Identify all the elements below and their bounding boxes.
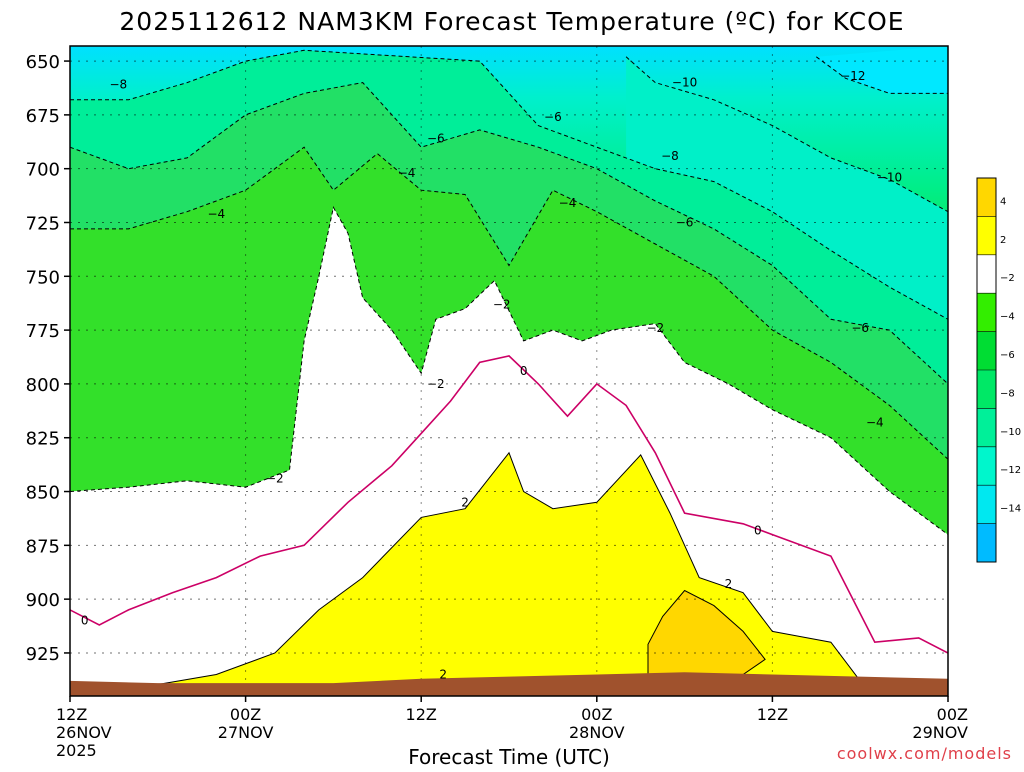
contour-label: 2 bbox=[725, 577, 733, 591]
y-tick-label: 725 bbox=[26, 213, 60, 234]
contour-label: −4 bbox=[559, 196, 577, 210]
band-minus-2 bbox=[70, 207, 948, 696]
contour-label: −2 bbox=[646, 321, 664, 335]
colorbar-label: −8 bbox=[1000, 388, 1015, 399]
contour-label: −8 bbox=[109, 78, 127, 92]
plot-frame bbox=[69, 45, 949, 697]
contour-label: 2 bbox=[461, 495, 469, 509]
temperature-fill-layer bbox=[70, 46, 948, 696]
chart-title: 2025112612 NAM3KM Forecast Temperature (… bbox=[119, 7, 904, 36]
contour-label: −4 bbox=[398, 166, 416, 180]
contour-line bbox=[70, 146, 948, 460]
contour-label: −6 bbox=[544, 110, 562, 124]
contour-line bbox=[70, 82, 948, 385]
contour-label: −10 bbox=[672, 76, 697, 90]
contour-line bbox=[70, 49, 948, 320]
contour-label: −2 bbox=[427, 377, 445, 391]
colorbar-swatch bbox=[977, 485, 996, 524]
contour-label: −2 bbox=[493, 297, 511, 311]
colorbar-label: 2 bbox=[1000, 235, 1006, 246]
colorbar-label: −6 bbox=[1000, 350, 1015, 361]
contour-label: −2 bbox=[266, 472, 284, 486]
x-tick-label: 28NOV bbox=[569, 723, 625, 742]
x-tick-label: 26NOV bbox=[56, 723, 112, 742]
colorbar-swatch bbox=[977, 370, 996, 409]
contour-line bbox=[70, 355, 948, 654]
y-tick-label: 750 bbox=[26, 267, 60, 288]
ground-layer bbox=[70, 672, 948, 696]
y-tick-label: 850 bbox=[26, 483, 60, 504]
contour-label: −6 bbox=[676, 215, 694, 229]
contour-label: 0 bbox=[520, 364, 528, 378]
contour-label: −6 bbox=[851, 321, 869, 335]
y-tick-label: 800 bbox=[26, 375, 60, 396]
x-tick-label: 12Z bbox=[757, 705, 788, 724]
x-axis-label: Forecast Time (UTC) bbox=[408, 745, 610, 768]
x-tick-label: 00Z bbox=[230, 705, 261, 724]
contour-label-layer: −8 −4 −6 −4 −6 −10 −12 −8 −10 −4 −6 −2 −2 −6 −4 −2 −2 0 0 0… bbox=[81, 69, 902, 681]
contour-label: 0 bbox=[81, 614, 89, 628]
plot-area: −8 −4 −6 −4 −6 −10 −12 −8 −10 −4 −6 −2 −2 −6 −4 −2 −2 0 0 0… bbox=[70, 46, 948, 696]
y-tick-label: 650 bbox=[26, 52, 60, 73]
contour-label: −8 bbox=[661, 149, 679, 163]
y-axis: 650 675 700 725 750 775 800 825 850 875 900 925 bbox=[26, 52, 70, 665]
y-tick-label: 875 bbox=[26, 536, 60, 557]
contour-line bbox=[70, 206, 948, 536]
x-tick-label: 12Z bbox=[406, 705, 437, 724]
colorbar-label: −4 bbox=[1000, 312, 1015, 323]
y-tick-label: 925 bbox=[26, 644, 60, 665]
contour-label: −4 bbox=[207, 207, 225, 221]
colorbar-swatch bbox=[977, 408, 996, 447]
x-tick-label: 27NOV bbox=[218, 723, 274, 742]
contour-layer bbox=[70, 49, 948, 690]
y-tick-label: 775 bbox=[26, 321, 60, 342]
colorbar-swatch bbox=[977, 446, 996, 486]
x-tick-label: 12Z bbox=[56, 705, 87, 724]
contour-line bbox=[128, 451, 861, 690]
colorbar-label: −2 bbox=[1000, 273, 1015, 284]
x-tick-label: 2025 bbox=[56, 741, 97, 760]
colorbar-label: 4 bbox=[1000, 196, 1006, 207]
contour-label: 0 bbox=[754, 523, 762, 537]
y-tick-label: 900 bbox=[26, 590, 60, 611]
contour-label: −12 bbox=[840, 69, 865, 83]
credit-text: coolwx.com/models bbox=[837, 744, 1012, 763]
x-tick-label: 00Z bbox=[937, 705, 968, 724]
contour-label: −4 bbox=[866, 416, 884, 430]
colorbar-swatch bbox=[977, 523, 996, 562]
colorbar-swatch bbox=[977, 178, 996, 217]
colorbar-swatch bbox=[977, 331, 996, 370]
colorbar-label: −12 bbox=[1000, 465, 1021, 476]
colorbar-swatch bbox=[977, 293, 996, 332]
colorbar-label: −14 bbox=[1000, 504, 1021, 515]
y-tick-label: 825 bbox=[26, 429, 60, 450]
colorbar: 4 2 −2 −4 −6 −8 −10 −12 −14 bbox=[976, 177, 1021, 563]
contour-line bbox=[625, 56, 948, 213]
y-tick-label: 700 bbox=[26, 160, 60, 181]
x-tick-label: 00Z bbox=[581, 705, 612, 724]
y-tick-label: 675 bbox=[26, 106, 60, 127]
contour-label: 2 bbox=[439, 667, 447, 681]
band-minus-12 bbox=[816, 46, 948, 94]
colorbar-label: −10 bbox=[1000, 427, 1021, 438]
contour-label: −10 bbox=[877, 170, 902, 184]
x-tick-label: 29NOV bbox=[912, 723, 968, 742]
contour-line bbox=[816, 56, 948, 94]
contour-label: −6 bbox=[427, 132, 445, 146]
terrain-ground bbox=[70, 672, 948, 696]
colorbar-swatch bbox=[977, 254, 996, 294]
colorbar-swatch bbox=[977, 216, 996, 255]
